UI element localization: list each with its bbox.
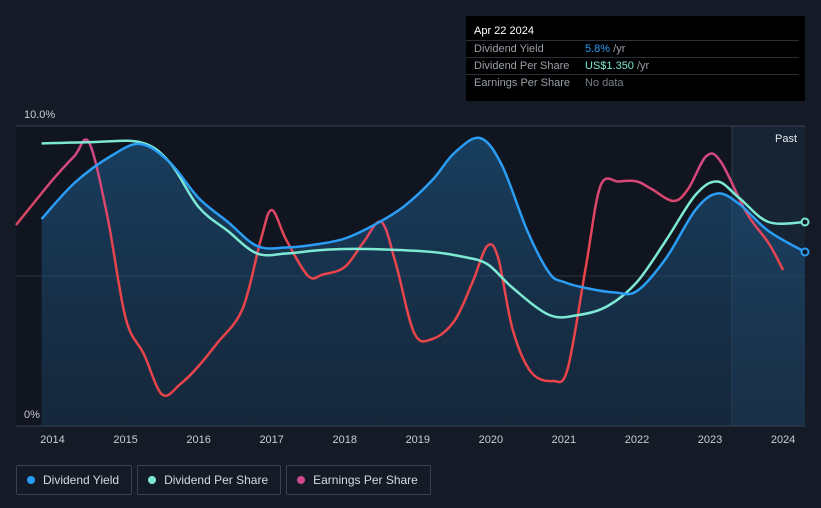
legend-item-earnings-per-share[interactable]: Earnings Per Share xyxy=(286,465,431,495)
legend-label: Dividend Per Share xyxy=(164,473,269,487)
dividend-per-share-end-marker xyxy=(800,217,810,227)
past-label: Past xyxy=(775,133,797,145)
tooltip-row-dividend-yield: Dividend Yield 5.8% /yr xyxy=(466,40,799,58)
legend-dot-icon xyxy=(297,476,306,484)
tooltip-unit: /yr xyxy=(610,43,626,55)
legend-dot-icon xyxy=(27,476,35,484)
earnings-per-share-line xyxy=(15,138,785,397)
tooltip-unit: /yr xyxy=(633,60,650,72)
tooltip-date: Apr 22 2024 xyxy=(474,25,534,37)
x-tick-label: 2024 xyxy=(771,434,795,446)
x-tick-label: 2020 xyxy=(479,434,503,446)
tooltip-value: 5.8% xyxy=(585,43,611,55)
tooltip-value: No data xyxy=(585,77,624,89)
legend-dot-icon xyxy=(148,476,157,484)
dividend-yield-line xyxy=(40,136,806,296)
legend-label: Dividend Yield xyxy=(43,473,120,487)
dividend-yield-end-marker xyxy=(800,247,810,257)
x-tick-label: 2023 xyxy=(698,434,722,446)
x-tick-label: 2018 xyxy=(333,434,357,446)
x-tick-label: 2014 xyxy=(40,434,64,446)
x-tick-label: 2017 xyxy=(259,434,283,446)
legend: Dividend Yield Dividend Per Share Earnin… xyxy=(16,465,431,495)
tooltip-row-earnings-per-share: Earnings Per Share No data xyxy=(466,74,799,92)
x-tick-label: 2019 xyxy=(406,434,430,446)
tooltip-label: Dividend Yield xyxy=(474,43,544,55)
x-tick-label: 2022 xyxy=(625,434,649,446)
legend-item-dividend-per-share[interactable]: Dividend Per Share xyxy=(137,465,282,495)
tooltip-label: Dividend Per Share xyxy=(474,60,570,72)
tooltip-panel: Apr 22 2024 Dividend Yield 5.8% /yr Divi… xyxy=(466,16,805,101)
dividend-yield-area xyxy=(41,137,805,427)
x-tick-label: 2015 xyxy=(113,434,137,446)
tooltip-row-dividend-per-share: Dividend Per Share US$1.350 /yr xyxy=(466,57,799,75)
x-tick-label: 2016 xyxy=(186,434,210,446)
y-tick-label: 0% xyxy=(24,409,40,421)
tooltip-value: US$1.350 xyxy=(585,60,634,72)
x-tick-label: 2021 xyxy=(552,434,576,446)
tooltip-label: Earnings Per Share xyxy=(474,77,570,89)
y-tick-label: 10.0% xyxy=(24,109,55,121)
dividend-per-share-line xyxy=(41,139,806,319)
legend-item-dividend-yield[interactable]: Dividend Yield xyxy=(16,465,133,495)
legend-label: Earnings Per Share xyxy=(313,473,418,487)
